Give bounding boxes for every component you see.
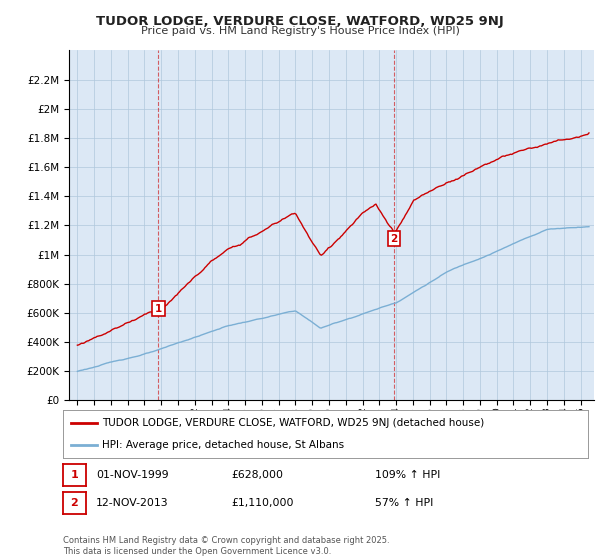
Text: 1: 1 [71, 470, 78, 480]
Text: Price paid vs. HM Land Registry's House Price Index (HPI): Price paid vs. HM Land Registry's House … [140, 26, 460, 36]
Text: 12-NOV-2013: 12-NOV-2013 [96, 498, 169, 508]
Text: 109% ↑ HPI: 109% ↑ HPI [375, 470, 440, 480]
Text: TUDOR LODGE, VERDURE CLOSE, WATFORD, WD25 9NJ: TUDOR LODGE, VERDURE CLOSE, WATFORD, WD2… [96, 15, 504, 27]
Text: 2: 2 [71, 498, 78, 508]
Text: Contains HM Land Registry data © Crown copyright and database right 2025.
This d: Contains HM Land Registry data © Crown c… [63, 536, 389, 556]
Text: 2: 2 [390, 234, 398, 244]
Text: 1: 1 [155, 304, 162, 314]
Text: 57% ↑ HPI: 57% ↑ HPI [375, 498, 433, 508]
Text: TUDOR LODGE, VERDURE CLOSE, WATFORD, WD25 9NJ (detached house): TUDOR LODGE, VERDURE CLOSE, WATFORD, WD2… [103, 418, 485, 428]
Text: £628,000: £628,000 [231, 470, 283, 480]
Text: HPI: Average price, detached house, St Albans: HPI: Average price, detached house, St A… [103, 440, 344, 450]
Text: 01-NOV-1999: 01-NOV-1999 [96, 470, 169, 480]
Text: £1,110,000: £1,110,000 [231, 498, 293, 508]
